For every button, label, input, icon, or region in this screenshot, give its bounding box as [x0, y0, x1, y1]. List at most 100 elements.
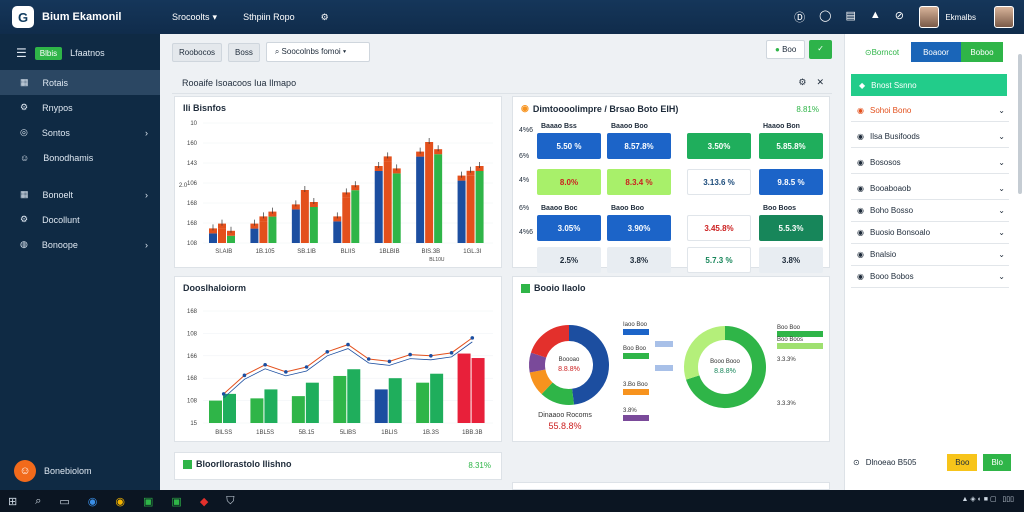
active-item[interactable]: ◆ Bnost Ssnno — [851, 74, 1007, 96]
sidebar-footer[interactable]: ☺ Bonebiolom — [14, 460, 92, 482]
metric-tile[interactable]: 3.50% — [687, 133, 751, 159]
metric-label: Boo Boos — [763, 205, 797, 212]
tab-3[interactable]: Boboo — [961, 42, 1003, 62]
scrollbar[interactable] — [1018, 54, 1022, 194]
search-input[interactable]: ⌕ Soocolnbs fomoi ▾ — [265, 42, 370, 62]
metric-tile[interactable]: 5.5.3% — [759, 215, 823, 241]
tab-1[interactable]: ⊙ Borncot — [864, 47, 900, 57]
chevron-down-icon[interactable]: ⌄ — [998, 250, 1005, 259]
bottom-card-value: 8.31% — [468, 461, 491, 470]
sidebar-item-2[interactable]: ◎ Sontos › — [0, 120, 160, 145]
metric-tile[interactable]: 3.13.6 % — [687, 169, 751, 195]
settings-icon[interactable]: ⚙ — [320, 11, 329, 22]
metric-tile[interactable]: 3.45.8% — [687, 215, 751, 241]
panel-item[interactable]: ◉ Ilsa Busifoods ⌄ — [851, 126, 1009, 148]
line-point — [242, 373, 247, 378]
chevron-down-icon[interactable]: ⌄ — [998, 158, 1005, 167]
sidebar-item-0[interactable]: ▦ Rotais — [0, 70, 160, 95]
action-button[interactable]: ● Boo — [765, 40, 806, 59]
panel-item[interactable]: ◉ Bnalsio ⌄ — [851, 244, 1009, 266]
sidebar-item-label: Docollunt — [42, 214, 80, 225]
panel-item[interactable]: ◉ Booo Bobos ⌄ — [851, 266, 1009, 288]
settings-icon[interactable]: ⚙ — [798, 77, 807, 87]
start-icon[interactable]: ⊞ — [8, 495, 18, 508]
x-tick-label: BILSS — [215, 430, 232, 436]
footer-button-1[interactable]: Boo — [947, 454, 978, 471]
nav-menu-2[interactable]: Sthpiin Ropo — [243, 12, 295, 22]
app-icon[interactable]: ▣ — [171, 495, 182, 508]
line-point — [408, 352, 412, 357]
clock-icon[interactable]: ⊘ — [894, 10, 904, 22]
metric-tile[interactable]: 5.85.8% — [759, 133, 823, 159]
toolbar-button-2[interactable]: Boss — [228, 42, 260, 62]
metric-tile[interactable]: 9.8.5 % — [759, 169, 823, 195]
metric-tile[interactable]: 5.7.3 % — [687, 247, 751, 273]
section-header: Rooaife Isoacoos Iua Ilmapo ⚙ ✕ — [172, 72, 832, 94]
app-icon-shield[interactable]: ⛉ — [226, 494, 235, 507]
metric-tile[interactable]: 3.90% — [607, 215, 671, 241]
bar-cap — [434, 149, 443, 155]
panel-item[interactable]: ◉ Sohoi Bono ⌄ — [851, 100, 1009, 122]
sidebar-item-3[interactable]: ☺ Bonodhamis — [0, 145, 160, 170]
sidebar-item-6[interactable]: ◍ Bonoope › — [0, 232, 160, 257]
browser-icon[interactable]: ◉ — [87, 495, 98, 508]
globe-icon: ◎ — [20, 127, 28, 137]
grid-icon: ▦ — [20, 189, 29, 199]
chevron-down-icon[interactable]: ⌄ — [998, 132, 1005, 141]
files-icon[interactable]: ▣ — [143, 495, 154, 508]
chrome-icon[interactable]: ◉ — [115, 495, 126, 508]
legend-swatch — [623, 353, 649, 359]
panel-item[interactable]: ◉ Boho Bosso ⌄ — [851, 200, 1009, 222]
bottom-card: Bloorllorastolo Ilishno 8.31% — [174, 452, 502, 480]
menu-icon[interactable]: ☰ — [16, 46, 27, 60]
metric-tile[interactable]: 3.8% — [607, 247, 671, 273]
sidebar-item-4[interactable]: ▦ Bonoelt › — [0, 182, 160, 207]
taskbar: ⊞ ⌕ ▭ ◉ ◉ ▣ ▣ ◆ ⛉ ▲ ◈ ◐ ■ ▢ ▯▯▯ — [0, 490, 1024, 512]
info-icon[interactable]: ◯ — [819, 10, 832, 22]
metric-tile[interactable]: 8.57.8% — [607, 133, 671, 159]
bar-cap — [475, 166, 484, 171]
x-tick-label: SB.1IB — [297, 249, 316, 255]
chevron-down-icon[interactable]: ⌄ — [998, 184, 1005, 193]
donut-slice — [530, 325, 570, 359]
task-view-icon[interactable]: ▭ — [59, 495, 70, 508]
app-icon-red[interactable]: ◆ — [199, 495, 209, 508]
bar — [333, 375, 347, 423]
toolbar-button-1[interactable]: Roobocos — [172, 42, 223, 62]
bar-chart-card: Ili Bisnfos 108 168 168 106 143 160 10 SI.AIB 1B… — [174, 96, 502, 268]
row-label: 4%6 — [519, 229, 534, 236]
sidebar-item-5[interactable]: ⚙ Docollunt — [0, 207, 160, 232]
panel-item-label: Buosio Bonsoalo — [869, 228, 931, 237]
panel-item[interactable]: ◉ Bososos ⌄ — [851, 152, 1009, 174]
user-menu[interactable]: Ekmalbs — [919, 6, 1014, 28]
doc-icon[interactable]: ▤ — [845, 10, 856, 22]
confirm-button[interactable]: ✓ — [809, 40, 832, 59]
bar — [259, 221, 268, 243]
search-icon[interactable]: ⌕ — [35, 494, 42, 507]
metric-tile[interactable]: 5.50 % — [537, 133, 601, 159]
chevron-down-icon[interactable]: ⌄ — [998, 206, 1005, 215]
close-icon[interactable]: ✕ — [816, 77, 824, 87]
chevron-down-icon[interactable]: ⌄ — [998, 272, 1005, 281]
tab-2[interactable]: Boaoor — [911, 42, 961, 62]
system-tray[interactable]: ▲ ◈ ◐ ■ ▢ ▯▯▯ — [961, 496, 1014, 503]
alert-icon[interactable]: ▲ — [869, 9, 881, 21]
panel-item[interactable]: ◉ Booaboaob ⌄ — [851, 178, 1009, 200]
legend-label: 3.3.3% — [777, 357, 796, 363]
footer-button-2[interactable]: Blo — [983, 454, 1011, 471]
bar — [383, 161, 392, 243]
sidebar-item-1[interactable]: ⚙ Rnypos — [0, 95, 160, 120]
metric-tile[interactable]: 3.8% — [759, 247, 823, 273]
nav-menu-1[interactable]: Srocoolts ▾ — [172, 11, 218, 23]
metric-tile[interactable]: 3.05% — [537, 215, 601, 241]
metric-tile[interactable]: 8.3.4 % — [607, 169, 671, 195]
chevron-down-icon[interactable]: ⌄ — [998, 228, 1005, 237]
item-icon: ◉ — [857, 272, 864, 281]
panel-item[interactable]: ◉ Buosio Bonsoalo ⌄ — [851, 222, 1009, 244]
metric-tile[interactable]: 2.5% — [537, 247, 601, 273]
chevron-down-icon[interactable]: ⌄ — [998, 106, 1005, 115]
bar — [291, 209, 300, 243]
help-icon[interactable]: Ⓓ — [794, 12, 806, 24]
metric-tile[interactable]: 8.0% — [537, 169, 601, 195]
check-icon: ✓ — [817, 44, 824, 53]
